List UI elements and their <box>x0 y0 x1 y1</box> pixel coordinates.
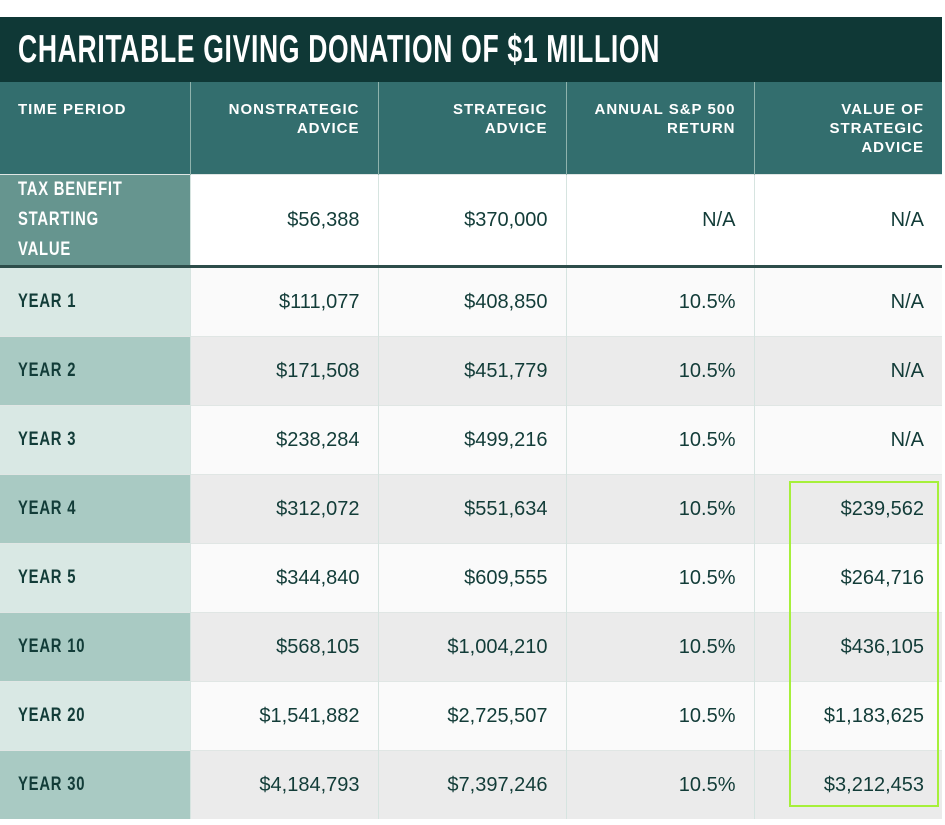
table-cell: $7,397,246 <box>377 750 566 819</box>
table-cell: $171,508 <box>189 336 378 406</box>
row-label-text: YEAR 10 <box>18 636 86 657</box>
row-label: TAX BENEFIT STARTING VALUE <box>0 174 190 268</box>
table-cell: $238,284 <box>189 405 378 475</box>
header-row: TIME PERIOD NONSTRATEGIC ADVICE STRATEGIC … <box>0 82 942 175</box>
row-label-text: YEAR 3 <box>18 429 77 450</box>
table-cell: $436,105 <box>753 612 942 682</box>
table-cell: $56,388 <box>189 174 378 268</box>
table-cell: $370,000 <box>377 174 566 268</box>
table-cell: N/A <box>753 336 942 406</box>
table-cell: $344,840 <box>189 543 378 613</box>
table-row: YEAR 4 $312,072 $551,634 10.5% $239,562 <box>0 474 942 544</box>
row-label-text: YEAR 20 <box>18 705 86 726</box>
table-row: YEAR 20 $1,541,882 $2,725,507 10.5% $1,183,6… <box>0 681 942 751</box>
table-cell: $408,850 <box>377 266 566 337</box>
table-cell: $239,562 <box>753 474 942 544</box>
table-cell: 10.5% <box>565 336 754 406</box>
table-cell: $1,004,210 <box>377 612 566 682</box>
column-header: TIME PERIOD <box>0 82 190 175</box>
table-row: YEAR 1 $111,077 $408,850 10.5% N/A <box>0 266 942 337</box>
table-cell: 10.5% <box>565 612 754 682</box>
table-cell: $568,105 <box>189 612 378 682</box>
table-cell: $1,541,882 <box>189 681 378 751</box>
row-label-text: YEAR 30 <box>18 774 86 795</box>
table-row: YEAR 3 $238,284 $499,216 10.5% N/A <box>0 405 942 475</box>
table-cell: N/A <box>753 266 942 337</box>
table-cell: $2,725,507 <box>377 681 566 751</box>
table-cell: $4,184,793 <box>189 750 378 819</box>
table-cell: $312,072 <box>189 474 378 544</box>
row-label-text: TAX BENEFIT STARTING VALUE <box>18 179 123 260</box>
table-cell: $451,779 <box>377 336 566 406</box>
table-cell: N/A <box>753 405 942 475</box>
row-label-text: YEAR 1 <box>18 291 77 312</box>
row-label: YEAR 20 <box>0 681 190 751</box>
row-label-text: YEAR 4 <box>18 498 77 519</box>
row-label: YEAR 10 <box>0 612 190 682</box>
row-label: YEAR 3 <box>0 405 190 475</box>
table-title: CHARITABLE GIVING DONATION OF $1 MILLION <box>18 28 661 71</box>
row-label: YEAR 5 <box>0 543 190 613</box>
table-row: YEAR 10 $568,105 $1,004,210 10.5% $436,105 <box>0 612 942 682</box>
row-label: YEAR 30 <box>0 750 190 819</box>
row-label-text: YEAR 2 <box>18 360 77 381</box>
row-label: YEAR 4 <box>0 474 190 544</box>
table-row: YEAR 2 $171,508 $451,779 10.5% N/A <box>0 336 942 406</box>
data-table: TIME PERIOD NONSTRATEGIC ADVICE STRATEGIC … <box>0 82 942 819</box>
table-cell: $3,212,453 <box>753 750 942 819</box>
table-cell: 10.5% <box>565 681 754 751</box>
table-cell: $111,077 <box>189 266 378 337</box>
table-cell: 10.5% <box>565 750 754 819</box>
table-row: TAX BENEFIT STARTING VALUE $56,388 $370,00… <box>0 174 942 268</box>
column-header: VALUE OF STRATEGIC ADVICE <box>753 82 942 175</box>
table-cell: 10.5% <box>565 543 754 613</box>
table-cell: $499,216 <box>377 405 566 475</box>
table-cell: $1,183,625 <box>753 681 942 751</box>
table-row: YEAR 5 $344,840 $609,555 10.5% $264,716 <box>0 543 942 613</box>
table-cell: $609,555 <box>377 543 566 613</box>
column-header: STRATEGIC ADVICE <box>377 82 566 175</box>
table-cell: N/A <box>565 174 754 268</box>
row-label-text: YEAR 5 <box>18 567 77 588</box>
table-cell: 10.5% <box>565 405 754 475</box>
table-cell: $551,634 <box>377 474 566 544</box>
row-label: YEAR 2 <box>0 336 190 406</box>
table-cell: 10.5% <box>565 474 754 544</box>
column-header: ANNUAL S&P 500 RETURN <box>565 82 754 175</box>
table-cell: $264,716 <box>753 543 942 613</box>
column-header: NONSTRATEGIC ADVICE <box>189 82 378 175</box>
table-cell: N/A <box>753 174 942 268</box>
table-title-bar: CHARITABLE GIVING DONATION OF $1 MILLION <box>0 17 942 82</box>
table-cell: 10.5% <box>565 266 754 337</box>
row-label: YEAR 1 <box>0 266 190 337</box>
table-row: YEAR 30 $4,184,793 $7,397,246 10.5% $3,212,4… <box>0 750 942 819</box>
